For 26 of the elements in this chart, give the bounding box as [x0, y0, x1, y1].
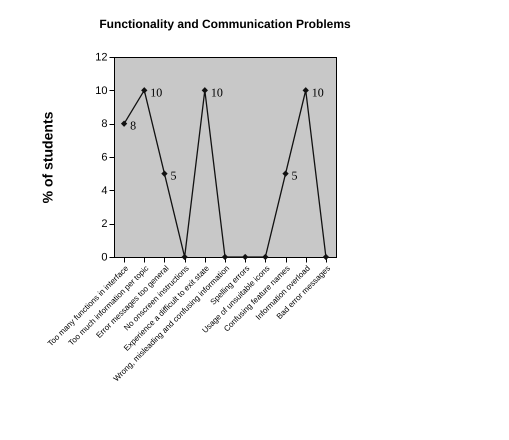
point — [262, 254, 269, 260]
point — [181, 254, 188, 260]
y-tick-label: 2 — [101, 218, 108, 230]
point — [222, 254, 228, 260]
data-label: 10 — [312, 85, 324, 100]
data-label: 5 — [170, 168, 176, 183]
point — [242, 254, 248, 260]
y-axis-title: % of students — [39, 111, 56, 204]
data-label: 5 — [292, 168, 298, 183]
y-tick-label: 4 — [101, 184, 108, 197]
point — [120, 120, 128, 127]
point — [302, 87, 309, 94]
data-label: 10 — [210, 85, 223, 100]
y-tick-label: 6 — [101, 152, 108, 164]
y-tick-label: 0 — [101, 252, 108, 264]
y-tick-label: 12 — [95, 52, 108, 64]
y-tick-label: 8 — [101, 118, 108, 130]
point — [322, 254, 330, 260]
point — [141, 87, 148, 94]
point — [202, 87, 208, 94]
y-tick-label: 10 — [95, 84, 108, 97]
data-label: 10 — [150, 85, 162, 100]
point — [161, 170, 168, 177]
point — [282, 170, 289, 177]
data-label: 8 — [130, 118, 136, 133]
chart-title: Functionality and Communication Problems — [99, 17, 351, 31]
